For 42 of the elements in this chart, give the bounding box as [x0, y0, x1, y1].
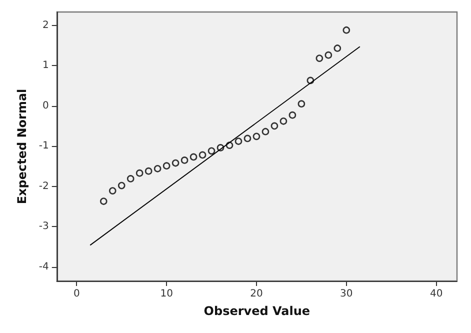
point	[144, 167, 152, 175]
point	[262, 128, 270, 136]
point	[172, 159, 180, 167]
point	[136, 169, 144, 177]
point	[118, 182, 126, 190]
point	[342, 26, 350, 34]
point	[154, 165, 162, 172]
x-tick-label: 20	[250, 288, 263, 300]
y-tick-label: -4	[38, 261, 49, 272]
x-axis-title: Observed Value	[204, 304, 310, 318]
point	[324, 51, 332, 59]
point	[216, 144, 224, 152]
point	[270, 122, 278, 130]
x-tick-label: 0	[73, 288, 80, 300]
y-tick-label: 0	[42, 100, 49, 112]
point	[234, 138, 242, 145]
point	[190, 153, 198, 161]
point	[162, 162, 170, 170]
point	[100, 198, 108, 205]
x-tick-label: 40	[430, 288, 443, 300]
point	[298, 100, 306, 108]
y-tick-label: -2	[38, 180, 49, 192]
point	[334, 44, 342, 52]
point	[252, 132, 260, 140]
y-axis-title: Expected Normal	[15, 88, 29, 204]
point	[244, 134, 252, 142]
y-tick-label: 1	[42, 60, 49, 72]
point	[316, 54, 324, 62]
point	[288, 111, 296, 119]
x-tick-label: 30	[340, 288, 353, 300]
point	[280, 117, 288, 125]
x-tick-label: 10	[160, 288, 173, 300]
y-tick-label: -1	[38, 140, 49, 152]
y-tick-label: -3	[38, 221, 49, 232]
point	[306, 76, 314, 84]
point	[198, 151, 206, 159]
point	[126, 175, 134, 182]
point	[108, 187, 116, 194]
point	[208, 147, 216, 155]
point	[226, 142, 234, 149]
y-tick-label: 2	[42, 20, 49, 31]
point	[180, 156, 188, 164]
